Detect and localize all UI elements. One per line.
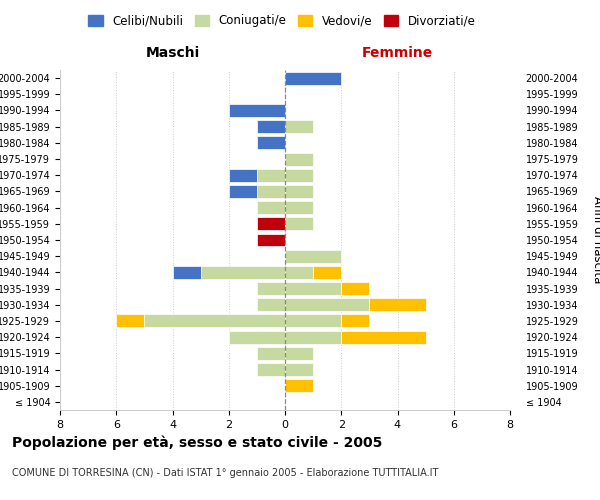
- Bar: [285, 298, 370, 311]
- Legend: Celibi/Nubili, Coniugati/e, Vedovi/e, Divorziati/e: Celibi/Nubili, Coniugati/e, Vedovi/e, Di…: [85, 11, 479, 31]
- Bar: [257, 282, 285, 295]
- Bar: [341, 314, 370, 328]
- Bar: [285, 185, 313, 198]
- Bar: [257, 169, 285, 181]
- Bar: [257, 347, 285, 360]
- Bar: [257, 298, 285, 311]
- Bar: [285, 330, 341, 344]
- Bar: [370, 298, 425, 311]
- Bar: [313, 266, 341, 279]
- Bar: [145, 314, 285, 328]
- Bar: [285, 218, 313, 230]
- Bar: [229, 104, 285, 117]
- Bar: [285, 201, 313, 214]
- Bar: [285, 120, 313, 133]
- Bar: [257, 136, 285, 149]
- Bar: [341, 282, 370, 295]
- Text: Popolazione per età, sesso e stato civile - 2005: Popolazione per età, sesso e stato civil…: [12, 435, 382, 450]
- Text: Anni di nascita: Anni di nascita: [590, 196, 600, 284]
- Bar: [229, 169, 257, 181]
- Bar: [285, 314, 341, 328]
- Bar: [341, 330, 425, 344]
- Bar: [229, 185, 257, 198]
- Bar: [173, 266, 200, 279]
- Bar: [285, 72, 341, 85]
- Bar: [200, 266, 285, 279]
- Text: Femmine: Femmine: [362, 46, 433, 60]
- Bar: [285, 347, 313, 360]
- Bar: [257, 201, 285, 214]
- Bar: [116, 314, 145, 328]
- Bar: [285, 379, 313, 392]
- Bar: [285, 266, 313, 279]
- Bar: [257, 120, 285, 133]
- Bar: [257, 185, 285, 198]
- Bar: [285, 152, 313, 166]
- Text: Maschi: Maschi: [145, 46, 200, 60]
- Bar: [257, 234, 285, 246]
- Bar: [285, 169, 313, 181]
- Bar: [229, 330, 285, 344]
- Bar: [285, 363, 313, 376]
- Bar: [257, 218, 285, 230]
- Bar: [285, 250, 341, 262]
- Text: COMUNE DI TORRESINA (CN) - Dati ISTAT 1° gennaio 2005 - Elaborazione TUTTITALIA.: COMUNE DI TORRESINA (CN) - Dati ISTAT 1°…: [12, 468, 439, 477]
- Bar: [285, 282, 341, 295]
- Bar: [257, 363, 285, 376]
